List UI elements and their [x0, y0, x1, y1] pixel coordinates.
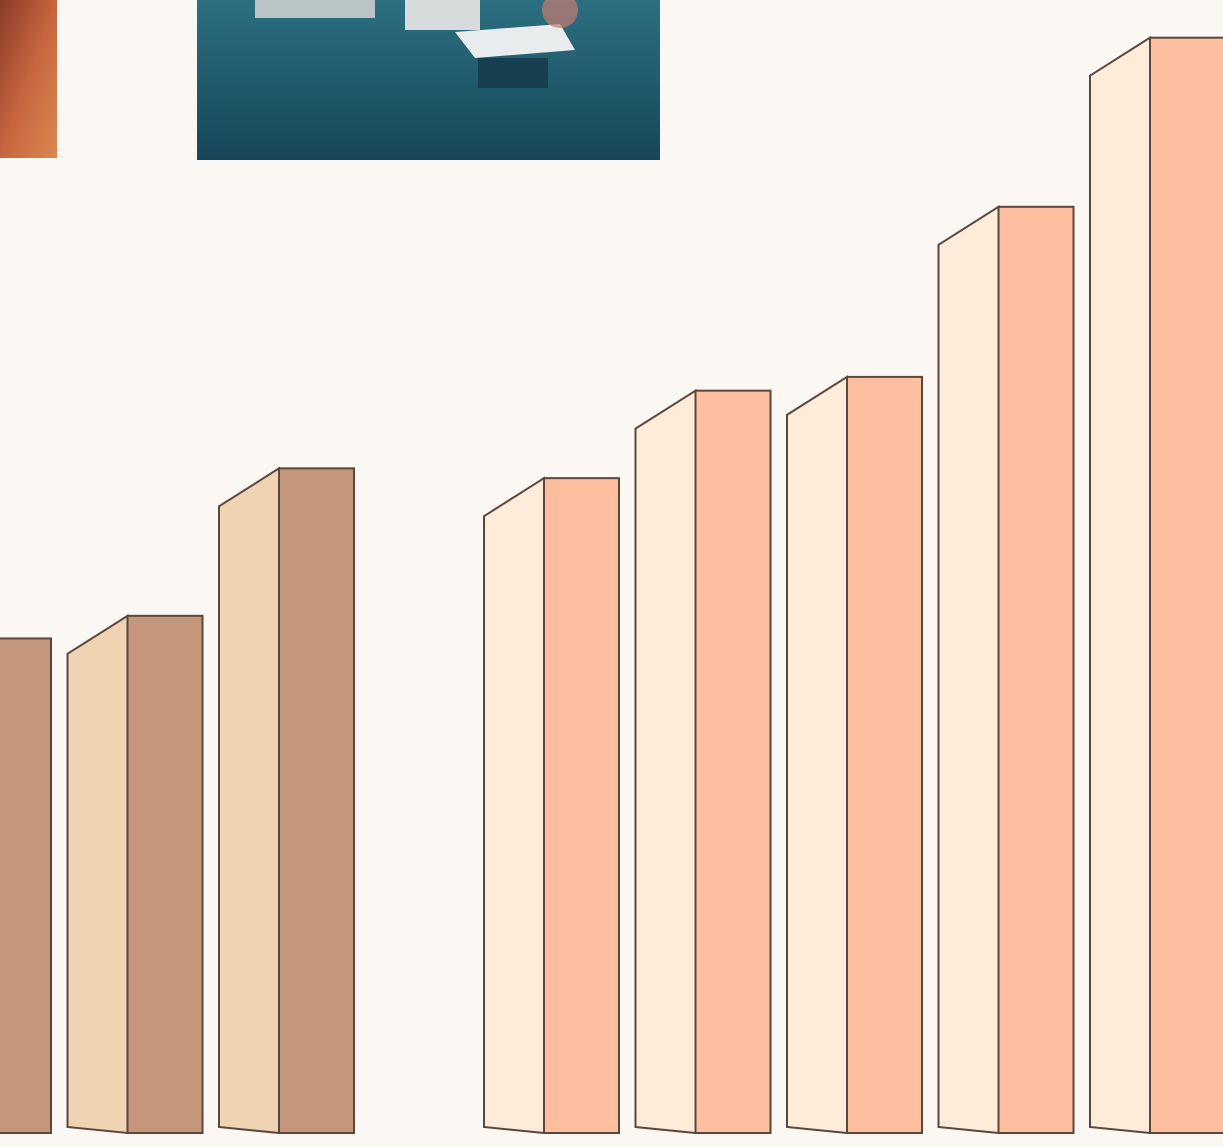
- bar: [694, 389, 772, 1134]
- photo: [0, 0, 57, 158]
- bar-side: [218, 466, 280, 1135]
- photo-pier: [255, 0, 578, 88]
- bar: [543, 477, 620, 1134]
- bar: [126, 614, 204, 1134]
- bar-side: [786, 375, 848, 1135]
- bar-side: [634, 388, 697, 1135]
- bar-side: [937, 204, 1000, 1135]
- bar: [278, 467, 355, 1134]
- bar: [1149, 36, 1223, 1134]
- bar-side: [1089, 35, 1151, 1135]
- bar-side: [483, 476, 545, 1135]
- bar-side: [66, 614, 129, 1135]
- bar: [0, 637, 52, 1134]
- bar-charts: [0, 35, 1223, 1135]
- bar: [997, 205, 1075, 1134]
- bar: [846, 375, 923, 1134]
